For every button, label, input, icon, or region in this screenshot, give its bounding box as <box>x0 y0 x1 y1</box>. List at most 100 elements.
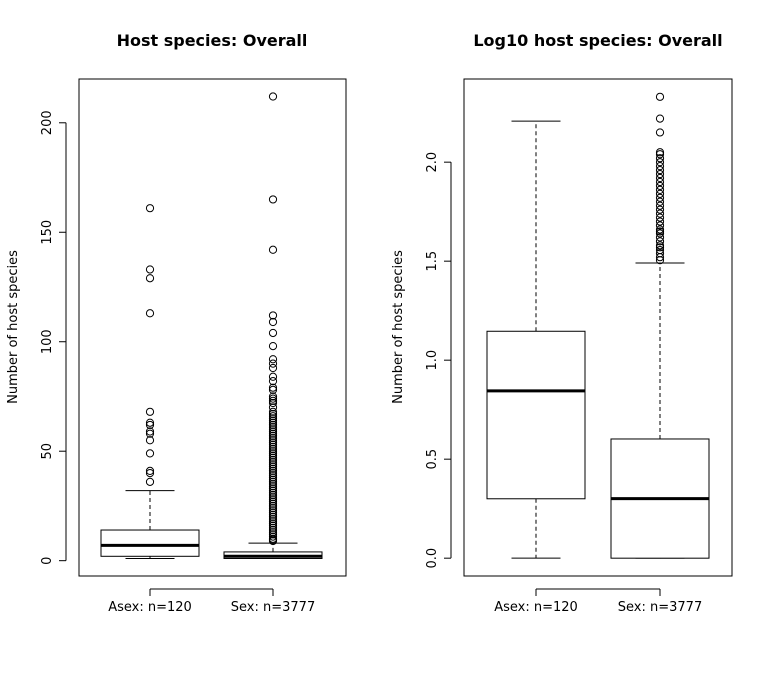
outlier-point <box>655 241 665 250</box>
outlier-point <box>268 328 278 338</box>
plot-frame <box>463 78 733 577</box>
outlier-point <box>655 189 665 198</box>
outlier-point <box>145 466 155 476</box>
box-asex <box>486 120 586 559</box>
outlier-point <box>268 440 278 449</box>
outlier-point <box>268 460 278 469</box>
outlier-point <box>655 162 665 171</box>
outlier-point <box>268 530 278 539</box>
outlier-point <box>268 245 278 254</box>
outlier-point <box>268 528 278 537</box>
outlier-point <box>268 497 278 506</box>
y-tick-label: 2.0 <box>425 152 440 173</box>
outlier-point <box>145 427 155 436</box>
y-tick-label: 1.0 <box>425 350 440 371</box>
outlier-point <box>655 92 665 101</box>
outlier-point <box>268 493 278 502</box>
outlier-point <box>145 436 155 445</box>
outlier-point <box>268 488 278 497</box>
outlier-point <box>268 92 278 101</box>
plot-frame <box>78 78 347 577</box>
box-asex <box>100 204 200 559</box>
outlier-point <box>268 473 278 482</box>
box-sex <box>223 92 323 559</box>
outlier-point <box>145 418 155 427</box>
outlier-point <box>268 519 278 528</box>
outlier-point <box>655 193 665 202</box>
outlier-point <box>655 165 665 175</box>
outlier-point <box>655 225 665 234</box>
outlier-point <box>655 233 665 242</box>
outlier-point <box>268 508 278 517</box>
outlier-point <box>655 148 665 157</box>
x-axis: Asex: n=120 Sex: n=3777 <box>494 588 702 615</box>
outlier-point <box>655 128 665 137</box>
outlier-point <box>268 442 278 451</box>
outlier-point <box>655 185 665 194</box>
outlier-point <box>655 237 665 246</box>
x-tick-label: Asex: n=120 <box>494 600 578 615</box>
outlier-point <box>655 227 665 236</box>
outlier-point <box>268 423 278 432</box>
y-axis-label: Number of host species <box>391 250 406 404</box>
outlier-point <box>268 431 278 440</box>
chart-panel-host-species: Host species: Overall Number of host spe… <box>6 31 347 615</box>
outlier-point <box>145 477 155 486</box>
y-tick-label: 1.5 <box>425 251 440 272</box>
outlier-point <box>268 429 278 438</box>
outlier-point <box>268 412 278 421</box>
outlier-point <box>145 420 155 430</box>
chart-panel-log10-host-species: Log10 host species: Overall Number of ho… <box>391 31 733 615</box>
outlier-point <box>268 451 278 460</box>
outlier-point <box>268 409 278 419</box>
outlier-point <box>268 359 278 368</box>
outlier-point <box>655 221 665 230</box>
outlier-point <box>268 420 278 430</box>
outlier-point <box>268 311 278 320</box>
outlier-point <box>655 197 665 206</box>
outlier-point <box>268 506 278 515</box>
outlier-point <box>268 466 278 476</box>
outlier-point <box>268 464 278 473</box>
y-axis-label: Number of host species <box>6 250 21 404</box>
outlier-point <box>268 525 278 535</box>
x-axis: Asex: n=120 Sex: n=3777 <box>108 588 315 615</box>
outlier-point <box>268 471 278 480</box>
x-tick-label: Asex: n=120 <box>108 600 192 615</box>
box-marks <box>100 92 323 559</box>
outlier-point <box>268 479 278 489</box>
x-tick-label: Sex: n=3777 <box>231 600 315 615</box>
outlier-point <box>268 377 278 386</box>
outlier-point <box>268 418 278 427</box>
outlier-point <box>268 490 278 500</box>
outlier-point <box>268 532 278 541</box>
outlier-point <box>268 414 278 423</box>
outlier-point <box>268 427 278 436</box>
outlier-point <box>268 436 278 445</box>
outlier-point <box>655 177 665 187</box>
outlier-point <box>145 449 155 458</box>
outlier-point <box>268 495 278 504</box>
box-sex <box>610 92 710 559</box>
outlier-point <box>655 158 665 167</box>
y-tick-label: 0.0 <box>425 548 440 569</box>
outlier-point <box>268 512 278 521</box>
outlier-point <box>268 523 278 532</box>
outlier-point <box>268 425 278 434</box>
y-tick-label: 0 <box>40 557 55 565</box>
x-tick-label: Sex: n=3777 <box>618 600 702 615</box>
outlier-point <box>268 468 278 478</box>
outlier-point <box>268 517 278 526</box>
chart-title: Log10 host species: Overall <box>473 31 722 50</box>
outlier-point <box>268 458 278 467</box>
outlier-point <box>655 173 665 183</box>
outlier-point <box>655 169 665 179</box>
outlier-point <box>655 150 665 159</box>
outlier-point <box>268 355 278 364</box>
iqr-box <box>100 529 200 557</box>
y-tick-label: 200 <box>40 110 55 135</box>
outlier-point <box>268 385 278 394</box>
outlier-point <box>655 201 665 210</box>
outlier-point <box>268 363 278 373</box>
